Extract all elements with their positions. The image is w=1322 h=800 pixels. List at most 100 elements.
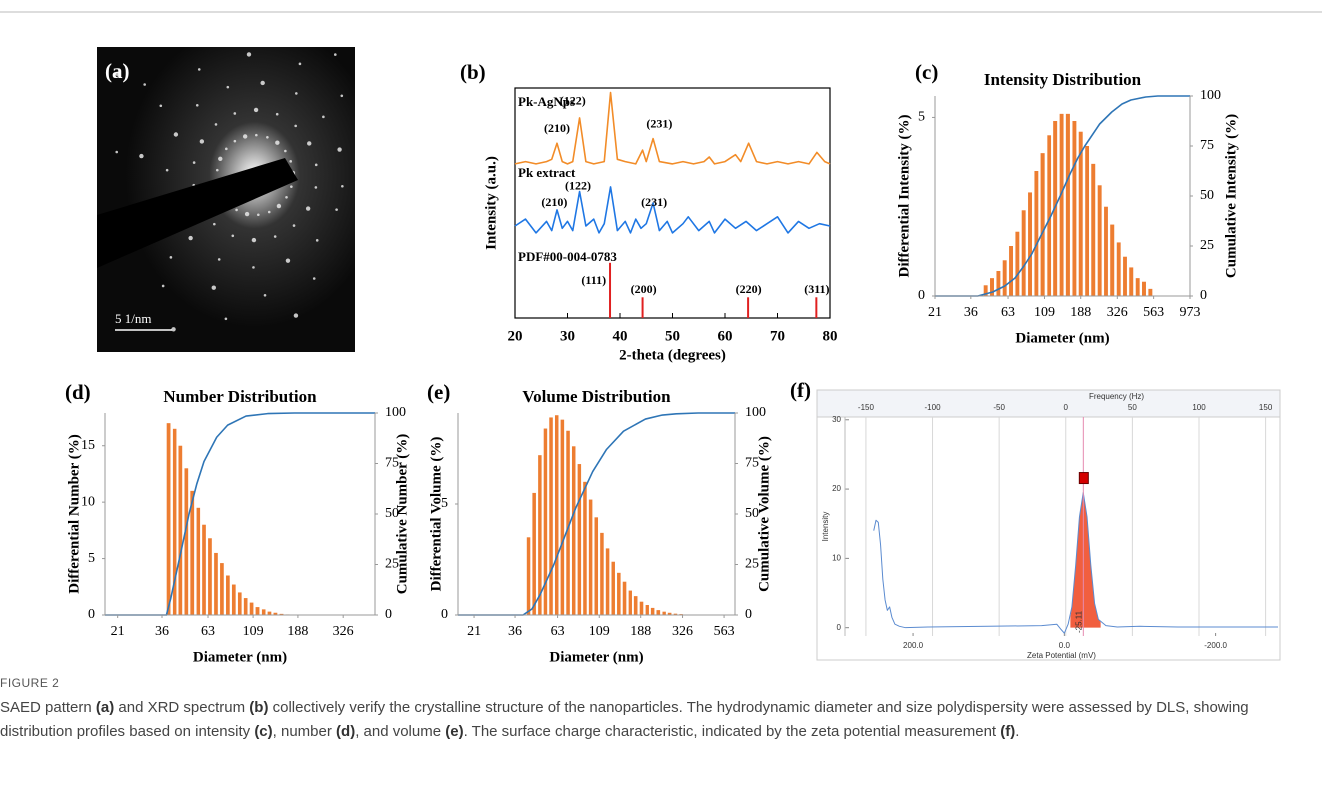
y-tick-label: 10: [81, 494, 95, 509]
bar: [561, 420, 565, 615]
y2-tick-label: 100: [1200, 88, 1221, 103]
diffraction-spot: [162, 285, 165, 288]
scale-bar-label: 5 1/nm: [115, 311, 151, 326]
x-tick-label: 563: [1143, 305, 1164, 320]
bar: [1066, 114, 1070, 296]
diffraction-spot: [276, 113, 279, 116]
diffraction-spot: [235, 209, 238, 212]
diffraction-spot: [196, 104, 199, 107]
x-tick-label: 60: [718, 328, 733, 344]
caption-text: and XRD spectrum: [114, 699, 249, 716]
diffraction-spot: [260, 81, 264, 85]
diffraction-spot: [198, 68, 201, 71]
x-tick-label: 21: [467, 624, 481, 639]
bar: [256, 607, 260, 615]
y-axis-label: Differential Volume (%): [428, 437, 444, 592]
x-tick-label: 109: [589, 624, 610, 639]
x-tick-label: 36: [964, 305, 978, 320]
bar: [532, 493, 536, 615]
bar: [250, 603, 254, 615]
diffraction-spot: [139, 154, 143, 158]
panel-label: (e): [427, 380, 450, 404]
saed-image: (a) 5 1/nm: [97, 47, 355, 352]
y2-tick-label: 100: [385, 405, 406, 420]
x-axis-label: Diameter (nm): [549, 649, 643, 665]
caption-text: , and volume: [355, 723, 445, 740]
bar: [1110, 225, 1114, 296]
caption-text: (a): [96, 699, 114, 716]
bar: [1148, 289, 1152, 296]
caption-text: (c): [254, 723, 272, 740]
bar: [572, 446, 575, 615]
y-axis-label: Differential Number (%): [66, 434, 82, 593]
bar: [214, 553, 218, 615]
bar: [185, 468, 189, 615]
bar: [1015, 232, 1019, 296]
bar: [555, 415, 558, 615]
x-axis-label: Diameter (nm): [1015, 330, 1109, 346]
x-tick-label: -200.0: [1204, 641, 1227, 650]
diffraction-spot: [290, 185, 293, 188]
x-tick-label: 109: [243, 624, 264, 639]
x2-tick-label: 100: [1192, 403, 1206, 412]
diffraction-spot: [216, 169, 219, 172]
bar: [1098, 185, 1102, 296]
bar: [1085, 146, 1089, 296]
diffraction-spot: [337, 147, 341, 151]
panel-label: (d): [65, 380, 91, 404]
y-tick-label: 0: [918, 288, 925, 303]
diffraction-spot: [295, 92, 298, 95]
bar: [629, 591, 632, 615]
diffraction-spot: [315, 164, 318, 167]
peak-label: (210): [544, 121, 570, 135]
bar: [262, 609, 266, 615]
bar: [268, 612, 272, 615]
y2-axis-label: Cumulative Intensity (%): [1223, 114, 1239, 278]
x-tick-label: 200.0: [903, 641, 924, 650]
caption-text: .: [1015, 723, 1019, 740]
x-tick-label: 21: [111, 624, 125, 639]
x-tick-label: 36: [155, 624, 169, 639]
x-tick-label: 40: [613, 328, 628, 344]
bar: [611, 562, 614, 615]
diffraction-spot: [215, 123, 218, 126]
diffraction-spot: [299, 63, 302, 66]
bar: [1060, 114, 1064, 296]
caption-block: FIGURE 2 SAED pattern (a) and XRD spectr…: [0, 676, 1310, 744]
x-tick-label: 36: [508, 624, 522, 639]
bar: [1034, 171, 1038, 296]
panel-label: (a): [105, 59, 130, 83]
x-tick-label: 188: [630, 624, 651, 639]
bar: [651, 608, 655, 615]
peak-label: (210): [541, 195, 567, 209]
diffraction-spot: [170, 256, 173, 259]
y-tick-label: 15: [81, 438, 95, 453]
y-tick-label: 5: [88, 551, 95, 566]
diffraction-spot: [159, 104, 162, 107]
bar: [1041, 153, 1045, 296]
bar: [167, 423, 171, 615]
diffraction-spot: [277, 204, 281, 208]
diffraction-spot: [212, 286, 216, 290]
caption-text: (b): [249, 699, 268, 716]
y-tick-label: 30: [832, 415, 841, 424]
x2-axis-label: Frequency (Hz): [1089, 392, 1144, 401]
x-tick-label: 50: [665, 328, 680, 344]
panel-label: (c): [915, 60, 938, 84]
x-tick-label: 563: [714, 624, 735, 639]
diffraction-spot: [231, 234, 234, 237]
diffraction-spot: [340, 94, 343, 97]
bar: [656, 610, 660, 615]
panel-label: (f): [790, 378, 811, 402]
diffraction-spot: [174, 132, 178, 136]
diffraction-spot: [255, 134, 258, 137]
x-tick-label: 80: [823, 328, 838, 344]
caption-text: SAED pattern: [0, 699, 96, 716]
bar: [244, 598, 248, 615]
diffraction-spot: [171, 327, 175, 331]
x-tick-label: 63: [551, 624, 565, 639]
caption-text: (d): [336, 723, 355, 740]
peak-marker: [1079, 473, 1088, 484]
diffraction-spot: [166, 169, 169, 172]
